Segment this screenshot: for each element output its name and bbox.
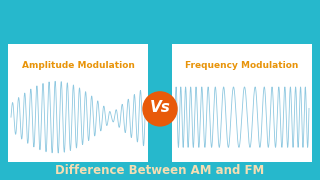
Text: Difference Between AM and FM: Difference Between AM and FM <box>55 165 265 177</box>
Circle shape <box>143 92 177 126</box>
FancyBboxPatch shape <box>8 44 148 162</box>
Text: Frequency Modulation: Frequency Modulation <box>185 61 299 70</box>
Text: Amplitude Modulation: Amplitude Modulation <box>21 61 134 70</box>
Text: Vs: Vs <box>149 100 171 115</box>
FancyBboxPatch shape <box>172 44 312 162</box>
